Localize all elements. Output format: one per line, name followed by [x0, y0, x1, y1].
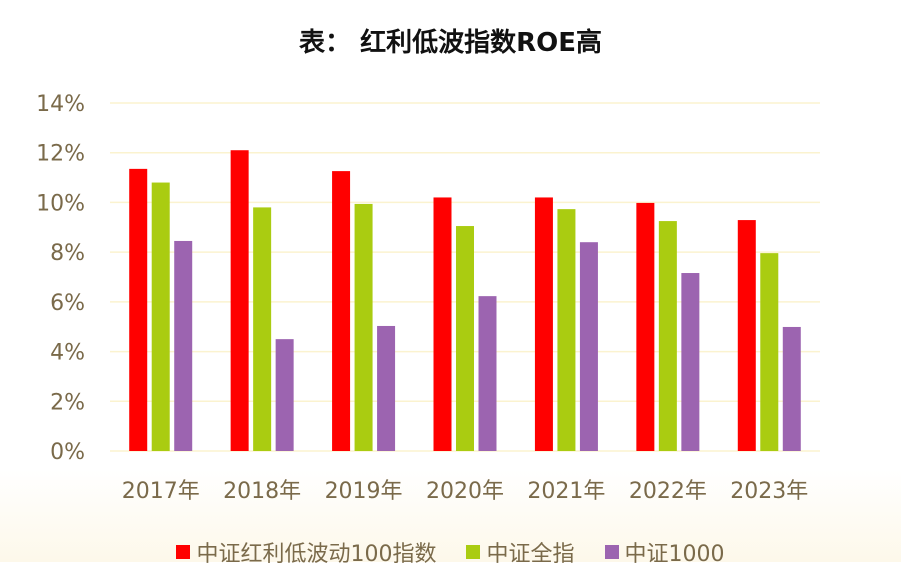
- bar-2021年-2: [579, 242, 598, 451]
- chart-title: 表： 红利低波指数ROE高: [299, 28, 602, 58]
- bar-2023年-0: [737, 220, 756, 451]
- bar-2019年-0: [332, 171, 351, 451]
- bar-2023年-2: [782, 326, 801, 451]
- x-tick-label: 2023年: [730, 479, 808, 504]
- bar-2018年-2: [275, 339, 294, 451]
- legend-item: 中证1000: [604, 536, 725, 568]
- y-tick-label: 12%: [36, 142, 85, 167]
- bar-2020年-1: [456, 226, 474, 451]
- x-tick-label: 2017年: [122, 479, 200, 504]
- legend-swatch: [604, 545, 619, 559]
- x-tick-label: 2021年: [527, 479, 605, 504]
- bar-2021年-1: [557, 209, 576, 451]
- x-tick-label: 2018年: [223, 479, 301, 504]
- y-tick-label: 8%: [50, 241, 85, 266]
- bar-2017年-1: [151, 182, 170, 452]
- legend-swatch: [176, 545, 191, 559]
- bar-2017年-2: [174, 240, 193, 451]
- legend: 中证红利低波动100指数 中证全指 中证1000: [0, 536, 901, 568]
- legend-label: 中证红利低波动100指数: [196, 542, 437, 567]
- y-tick-label: 4%: [50, 341, 85, 366]
- y-tick-label: 2%: [50, 390, 85, 415]
- bar-2018年-0: [230, 150, 249, 451]
- background: [0, 470, 901, 562]
- y-tick-label: 6%: [50, 291, 85, 316]
- x-tick-label: 2019年: [325, 479, 403, 504]
- bar-2019年-2: [377, 325, 396, 451]
- bar-2022年-1: [658, 221, 677, 451]
- x-tick-label: 2020年: [426, 479, 504, 504]
- legend-swatch: [466, 545, 481, 559]
- legend-item: 中证全指: [466, 536, 575, 568]
- bar-2019年-1: [354, 203, 373, 451]
- x-tick-label: 2022年: [629, 479, 707, 504]
- bar-2020年-0: [433, 197, 452, 451]
- bar-2022年-2: [681, 273, 700, 451]
- bar-2023年-1: [760, 253, 779, 451]
- bar-2018年-1: [253, 207, 272, 451]
- bar-2017年-0: [129, 168, 148, 451]
- legend-item: 中证红利低波动100指数: [176, 536, 436, 568]
- legend-label: 中证1000: [624, 542, 725, 567]
- bar-2021年-0: [534, 197, 553, 451]
- bar-2020年-2: [478, 296, 497, 451]
- y-tick-label: 14%: [36, 92, 85, 117]
- bar-2022年-0: [636, 202, 655, 451]
- legend-label: 中证全指: [486, 542, 575, 567]
- y-tick-label: 10%: [36, 191, 85, 216]
- y-tick-label: 0%: [50, 440, 85, 465]
